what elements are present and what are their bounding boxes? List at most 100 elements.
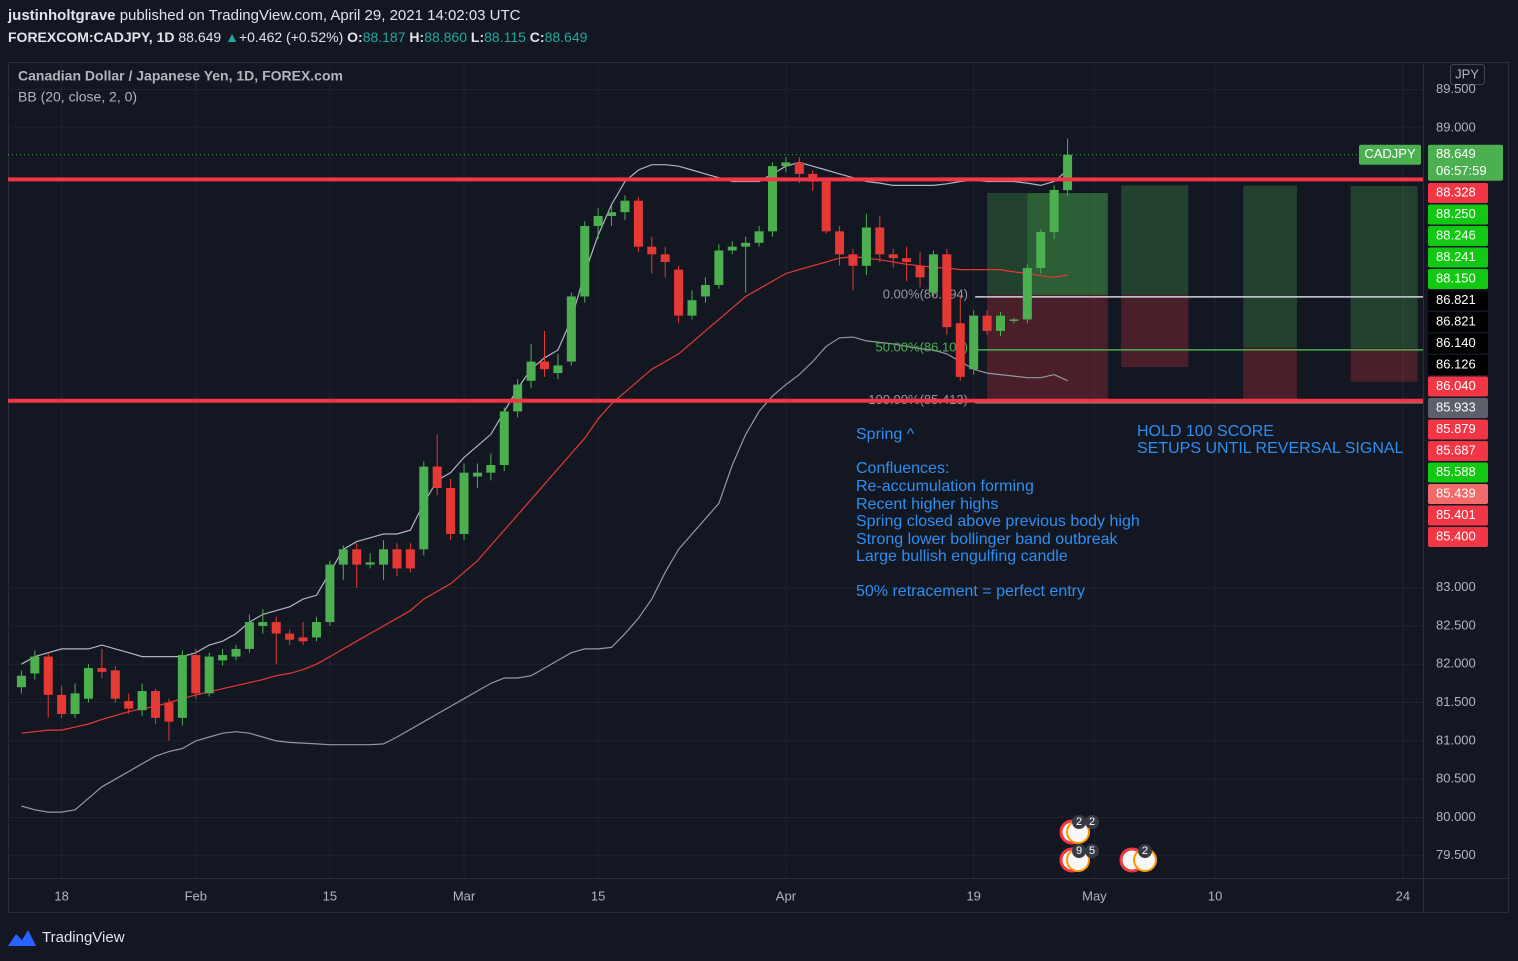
price-tag: [1428, 419, 1488, 440]
currency-box[interactable]: [1450, 64, 1485, 85]
y-tick-label: 83.000: [1436, 579, 1476, 594]
published: published on TradingView.com, April 29, …: [120, 7, 521, 24]
candle-body: [526, 361, 536, 381]
logo-icon: [8, 930, 36, 946]
y-tick-label: 82.500: [1436, 617, 1476, 632]
profit-zone: [1243, 185, 1297, 348]
event-badge: [1085, 844, 1099, 858]
price-tag: [1428, 204, 1488, 225]
candle-body: [338, 549, 348, 565]
price-tag-label: 86.040: [1436, 378, 1476, 393]
candle-body: [204, 656, 214, 694]
x-tick-label: Feb: [185, 888, 207, 903]
candle-body: [674, 269, 684, 316]
candle-body: [647, 246, 657, 255]
price-tag-label: 85.879: [1436, 421, 1476, 436]
annotation: 50% retracement = perfect entry: [856, 583, 1085, 600]
candle-body: [218, 655, 228, 661]
annotation: Re-accumulation forming: [856, 478, 1034, 495]
y-tick-label: 89.000: [1436, 119, 1476, 134]
annotation: Large bullish engulfing candle: [856, 548, 1068, 565]
price-tag: [1428, 484, 1488, 504]
x-tick-label: May: [1082, 888, 1107, 903]
event-badge: [1072, 844, 1086, 858]
loss-zone: [1121, 294, 1189, 368]
candle-body: [1022, 268, 1032, 320]
last-price-tag: [1428, 144, 1503, 181]
candle-body: [1009, 319, 1019, 321]
price-tag: [1428, 290, 1488, 311]
price-tag: [1428, 527, 1488, 547]
event-count: 9: [1076, 845, 1082, 857]
price-tag: [1428, 441, 1488, 461]
price-tag-label: 85.439: [1436, 485, 1476, 500]
x-tick-label: Apr: [776, 888, 797, 903]
candle-body: [137, 691, 147, 711]
o-value: 88.187: [363, 29, 406, 45]
candle-body: [325, 564, 335, 623]
candle-body: [499, 411, 509, 466]
candle-body: [43, 656, 53, 695]
o-label: O:: [347, 29, 363, 45]
candle-body: [687, 300, 697, 316]
symbol: FOREXCOM:CADJPY, 1D: [8, 29, 174, 45]
candle-body: [1036, 232, 1046, 269]
arrow: ▲: [225, 29, 239, 45]
profit-zone: [987, 193, 1108, 295]
candle-body: [486, 465, 496, 473]
event-count: 5: [1089, 845, 1095, 857]
annotation: SETUPS UNTIL REVERSAL SIGNAL: [1137, 440, 1404, 457]
chart-title: Canadian Dollar / Japanese Yen, 1D, FORE…: [18, 68, 343, 84]
candle-body: [83, 668, 93, 699]
y-tick-label: 79.500: [1436, 847, 1476, 862]
l-value: 88.115: [484, 29, 526, 45]
price-tag-label: 88.250: [1436, 206, 1476, 221]
price-tag: [1428, 247, 1488, 268]
x-tick-label: 18: [54, 888, 68, 903]
candle-body: [580, 225, 590, 297]
price-tag-label: 86.140: [1436, 335, 1476, 350]
price-tag: [1428, 312, 1488, 332]
annotation: Strong lower bollinger band outbreak: [856, 531, 1119, 548]
price-tag-label: 85.933: [1436, 399, 1476, 414]
price-tag-label: 85.401: [1436, 507, 1476, 522]
price-tag: [1428, 505, 1488, 526]
price-tag-label: 88.328: [1436, 184, 1476, 199]
annotation: HOLD 100 SCORE: [1137, 423, 1274, 440]
price-tag: [1428, 333, 1488, 354]
candle-body: [432, 466, 442, 489]
candle-body: [405, 549, 415, 569]
candle-body: [875, 227, 885, 255]
price-tag: [1428, 462, 1488, 483]
h-value: 88.860: [424, 29, 467, 45]
candle-body: [888, 254, 898, 259]
y-tick-label: 81.000: [1436, 732, 1476, 747]
candle-body: [352, 549, 362, 565]
candle-body: [311, 622, 321, 638]
brand: TradingView: [42, 929, 125, 946]
candle-body: [177, 655, 187, 718]
countdown: 06:57:59: [1436, 163, 1487, 178]
candle-body: [110, 670, 120, 699]
candle-body: [271, 622, 281, 634]
profit-zone: [1121, 185, 1189, 295]
x-tick-label: 19: [966, 888, 980, 903]
candle-body: [151, 691, 161, 718]
profit-zone: [1350, 186, 1418, 349]
candle-body: [620, 200, 630, 213]
candle-body: [164, 702, 174, 722]
tv-logo: [8, 930, 36, 946]
candle-body: [660, 254, 670, 262]
candle-body: [754, 231, 764, 243]
symbol-label: CADJPY: [1364, 146, 1416, 161]
candle-body: [365, 562, 375, 565]
event-count: 2: [1089, 816, 1095, 828]
candle-body: [446, 488, 456, 534]
candle-body: [821, 181, 831, 232]
loss-zone: [1350, 348, 1418, 382]
fib-label: 50.00%(86.103): [875, 339, 968, 354]
c-label: C:: [530, 29, 545, 45]
currency[interactable]: JPY: [1455, 66, 1479, 81]
y-tick-label: 81.500: [1436, 694, 1476, 709]
candle-body: [392, 549, 402, 569]
